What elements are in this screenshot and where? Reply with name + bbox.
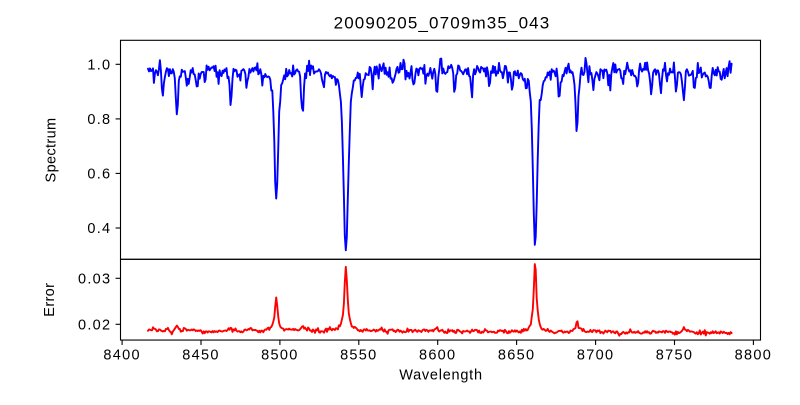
svg-text:Spectrum: Spectrum (44, 118, 60, 183)
svg-text:0.4: 0.4 (87, 221, 111, 237)
svg-text:8450: 8450 (182, 348, 219, 364)
svg-text:1.0: 1.0 (87, 57, 111, 73)
svg-text:8400: 8400 (103, 348, 140, 364)
svg-text:0.02: 0.02 (78, 317, 111, 333)
svg-text:8550: 8550 (340, 348, 377, 364)
svg-text:Error: Error (42, 283, 58, 317)
svg-text:Wavelength: Wavelength (399, 368, 483, 384)
svg-text:8650: 8650 (498, 348, 535, 364)
svg-text:8500: 8500 (261, 348, 298, 364)
svg-text:0.8: 0.8 (87, 112, 111, 128)
svg-text:20090205_0709m35_043: 20090205_0709m35_043 (334, 14, 551, 33)
svg-text:0.03: 0.03 (78, 271, 111, 287)
svg-text:8750: 8750 (656, 348, 693, 364)
svg-text:8600: 8600 (419, 348, 456, 364)
svg-text:8800: 8800 (735, 348, 772, 364)
svg-text:0.6: 0.6 (87, 166, 111, 182)
svg-text:8700: 8700 (577, 348, 614, 364)
